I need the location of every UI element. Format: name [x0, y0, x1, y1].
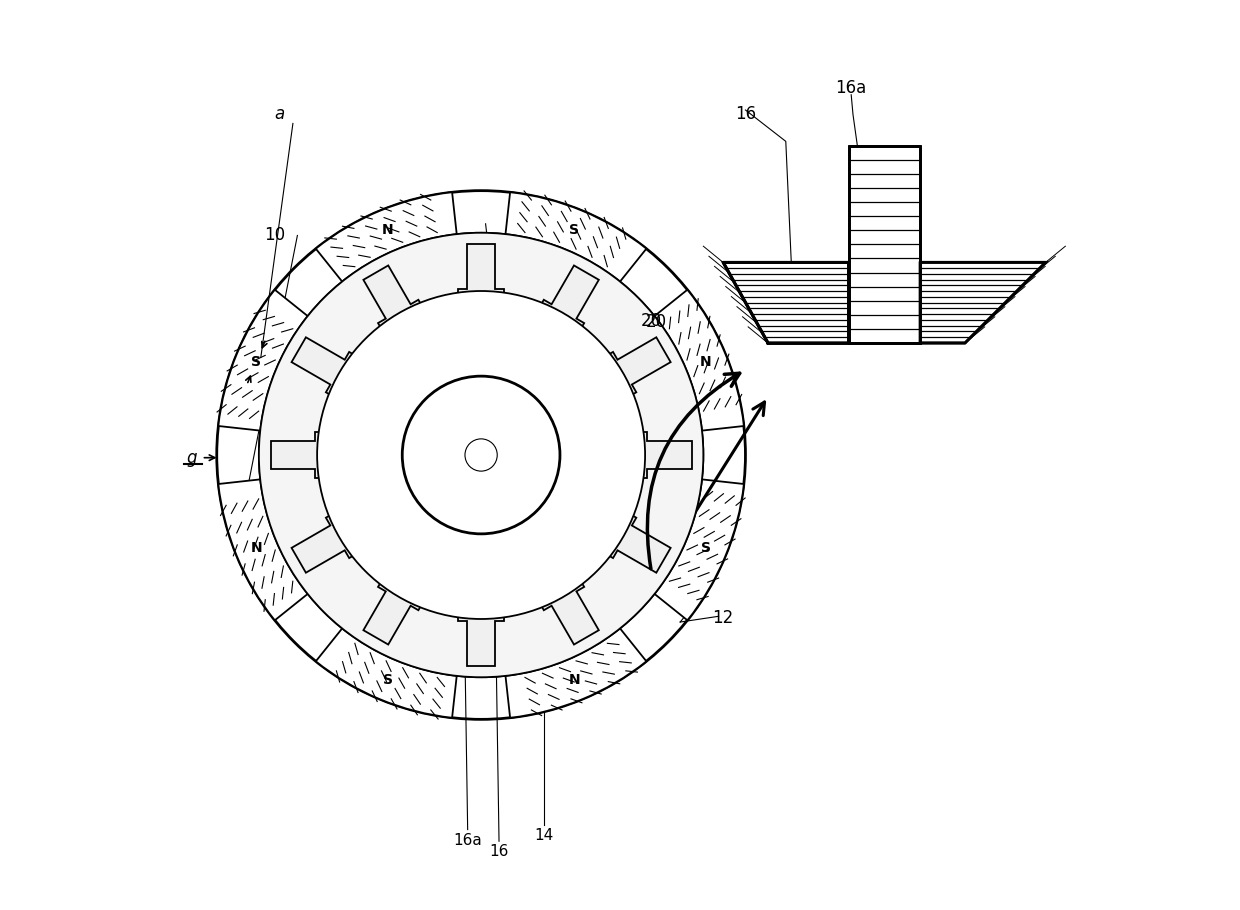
Text: a: a: [274, 106, 285, 124]
Text: 14: 14: [534, 828, 553, 844]
Wedge shape: [506, 629, 646, 718]
Text: 12: 12: [713, 609, 734, 627]
Polygon shape: [363, 563, 432, 644]
Polygon shape: [723, 262, 848, 343]
Text: S: S: [569, 223, 579, 238]
Polygon shape: [270, 431, 342, 479]
Polygon shape: [363, 266, 432, 347]
Wedge shape: [316, 192, 456, 281]
Text: N: N: [250, 541, 262, 555]
FancyArrowPatch shape: [647, 373, 740, 569]
Polygon shape: [458, 245, 505, 316]
Polygon shape: [291, 338, 372, 406]
Polygon shape: [590, 504, 671, 572]
Wedge shape: [655, 289, 744, 430]
Circle shape: [317, 291, 645, 619]
Text: 16a: 16a: [836, 78, 867, 96]
Text: N: N: [568, 672, 580, 687]
Circle shape: [259, 233, 703, 677]
Polygon shape: [291, 504, 372, 572]
Text: 16: 16: [735, 106, 756, 124]
Text: S: S: [383, 672, 393, 687]
Polygon shape: [590, 338, 671, 406]
Text: N: N: [701, 355, 712, 369]
Wedge shape: [655, 480, 744, 621]
Text: 16a: 16a: [454, 833, 482, 848]
Polygon shape: [531, 563, 599, 644]
Circle shape: [402, 376, 560, 534]
Circle shape: [259, 233, 703, 677]
Text: 20: 20: [645, 313, 666, 331]
Polygon shape: [620, 431, 692, 479]
Polygon shape: [920, 262, 1045, 343]
Circle shape: [465, 439, 497, 471]
Wedge shape: [316, 629, 456, 718]
Polygon shape: [458, 594, 505, 665]
Polygon shape: [848, 146, 920, 343]
Polygon shape: [531, 266, 599, 347]
Text: 10: 10: [264, 227, 285, 245]
Wedge shape: [218, 480, 308, 621]
Text: 20: 20: [641, 311, 662, 329]
Wedge shape: [218, 289, 308, 430]
Text: 16: 16: [490, 844, 508, 859]
Circle shape: [217, 191, 745, 719]
Text: g: g: [186, 449, 197, 467]
Text: S: S: [701, 541, 711, 555]
Wedge shape: [506, 192, 646, 281]
Text: S: S: [252, 355, 262, 369]
Text: N: N: [382, 223, 394, 238]
